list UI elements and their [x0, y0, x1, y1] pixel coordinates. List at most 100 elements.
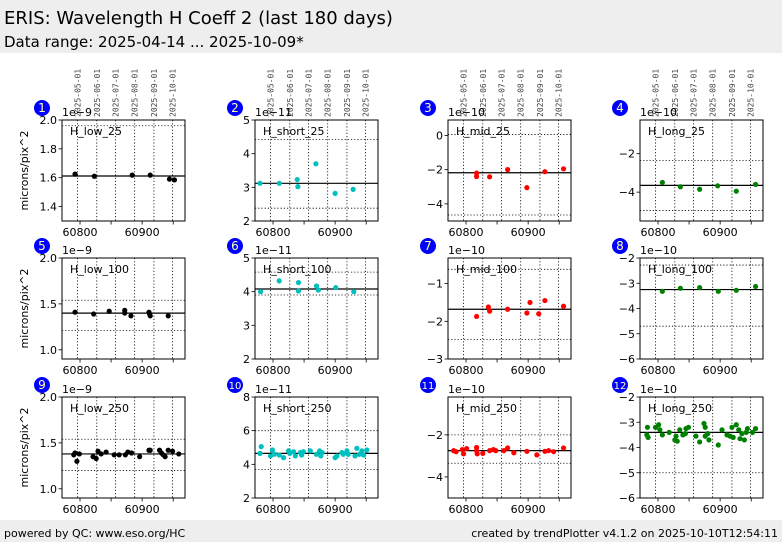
- y-tick-label: 3: [243, 181, 250, 194]
- x-tick-label: 60800: [63, 226, 98, 239]
- y-tick-label: 0: [436, 129, 443, 142]
- data-point: [693, 433, 699, 439]
- data-point: [730, 434, 736, 440]
- data-point: [644, 424, 651, 430]
- data-point: [313, 161, 319, 167]
- date-tick-label: 2025-10-01: [362, 69, 371, 117]
- y-tick-label: 5: [243, 114, 250, 127]
- panel-h-long-25: 2025-05-01 2025-06-01 2025-07-01 2025-08-01…: [612, 69, 764, 239]
- x-tick-label: 60800: [63, 503, 98, 516]
- data-point: [702, 424, 708, 430]
- data-point: [741, 437, 747, 443]
- panel-number-badge: [34, 100, 50, 116]
- date-tick-label: 2025-07-01: [689, 69, 698, 117]
- data-point: [128, 313, 134, 319]
- date-tick-label: 2025-08-01: [709, 69, 718, 117]
- data-point: [276, 278, 282, 284]
- y-axis-label: microns/pix^2: [18, 130, 31, 210]
- panel-h-low-25: 2025-05-01 2025-06-01 2025-07-01 2025-08-01…: [18, 69, 186, 239]
- data-point: [706, 437, 712, 443]
- y-tick-label: −5: [619, 467, 635, 480]
- x-tick-label: 60900: [318, 503, 353, 516]
- date-tick-label: 2025-06-01: [671, 69, 680, 117]
- y-tick-label: 5: [243, 252, 250, 265]
- data-point: [169, 448, 176, 454]
- panel-label: H_long_250: [648, 402, 712, 415]
- y-tick-label: −2: [619, 252, 635, 265]
- data-point: [524, 185, 530, 191]
- data-point: [485, 304, 491, 310]
- data-point: [752, 181, 759, 188]
- y-axis-label: microns/pix^2: [18, 407, 31, 487]
- x-tick-label: 60800: [641, 503, 676, 516]
- date-tick-label: 2025-05-01: [652, 69, 661, 117]
- data-point: [473, 173, 480, 180]
- date-tick-label: 2025-05-01: [74, 69, 83, 117]
- date-tick-label: 2025-10-01: [747, 69, 756, 117]
- data-point: [116, 452, 122, 458]
- data-point: [542, 169, 548, 175]
- x-tick-label: 60800: [256, 503, 291, 516]
- data-point: [524, 448, 530, 454]
- y-tick-label: −6: [619, 353, 635, 366]
- x-tick-label: 60800: [641, 226, 676, 239]
- y-tick-label: 8: [243, 391, 250, 404]
- data-point: [527, 299, 533, 306]
- data-point: [345, 451, 351, 457]
- axes-frame: [447, 257, 572, 360]
- y-tick-label: 1.8: [40, 143, 58, 156]
- data-point: [122, 310, 128, 316]
- data-point: [313, 283, 320, 289]
- data-point: [147, 313, 153, 319]
- x-tick-label: 60900: [511, 503, 546, 516]
- data-point: [74, 458, 80, 464]
- y-exponent: 1e−9: [62, 383, 92, 396]
- panel-label: H_low_100: [70, 263, 129, 276]
- x-tick-label: 60800: [256, 364, 291, 377]
- axes-frame: [254, 257, 379, 360]
- panel-label: H_mid_100: [456, 263, 517, 276]
- x-tick-label: 60900: [703, 364, 738, 377]
- data-point: [319, 449, 325, 456]
- header-band: [0, 0, 782, 53]
- data-point: [749, 429, 756, 435]
- date-tick-label: 2025-06-01: [286, 69, 295, 117]
- date-tick-label: 2025-05-01: [460, 69, 469, 117]
- data-point: [733, 422, 739, 428]
- data-point: [453, 449, 459, 455]
- y-exponent: 1e−11: [255, 383, 292, 396]
- panel-h-mid-25: 2025-05-01 2025-06-01 2025-07-01 2025-08-01…: [420, 69, 572, 239]
- data-point: [258, 444, 264, 450]
- y-exponent: 1e−10: [640, 106, 677, 119]
- panel-h-mid-100: −3 −2 −1 60800 60900 1e−10 H_mid_100 7: [420, 238, 572, 377]
- y-exponent: 1e−10: [640, 383, 677, 396]
- axes-frame: [61, 396, 186, 499]
- y-tick-label: −3: [619, 277, 635, 290]
- data-point: [269, 447, 275, 453]
- data-point: [333, 285, 339, 291]
- panel-h-short-100: 2 3 4 5 60800 60900 1e−11 H_short_100 6: [227, 238, 379, 377]
- data-point: [72, 450, 78, 456]
- panel-h-low-250: 1.0 1.5 2.0 60800 60900 1e−9 H_low_250 9 microns…: [18, 377, 186, 516]
- data-point: [276, 452, 282, 458]
- panel-h-mid-250: −4 −2 60800 60900 1e−10 H_mid_250 11: [420, 377, 572, 516]
- data-point: [505, 306, 511, 312]
- data-point: [542, 297, 548, 304]
- panel-h-long-250: −6 −5 −4 −3 −2 60800 60900 1e−10 H_long_250 12: [612, 377, 764, 516]
- data-range: Data range: 2025-04-14 ... 2025-10-09*: [4, 33, 304, 51]
- y-tick-label: −6: [619, 492, 635, 505]
- footer-powered-by: powered by QC: www.eso.org/HC: [4, 527, 186, 540]
- data-point: [166, 176, 173, 182]
- data-point: [91, 311, 97, 317]
- x-tick-label: 60800: [449, 503, 484, 516]
- y-tick-label: 2: [243, 492, 250, 505]
- panel-number-badge: [612, 238, 628, 254]
- data-point: [334, 453, 340, 459]
- axes-frame: [61, 257, 186, 360]
- data-point: [560, 166, 567, 172]
- date-tick-label: 2025-06-01: [93, 69, 102, 117]
- date-tick-label: 2025-07-01: [111, 69, 120, 117]
- date-tick-label: 2025-07-01: [304, 69, 313, 117]
- page-title: ERIS: Wavelength H Coeff 2 (last 180 day…: [4, 8, 393, 29]
- y-tick-label: 2.0: [40, 391, 58, 404]
